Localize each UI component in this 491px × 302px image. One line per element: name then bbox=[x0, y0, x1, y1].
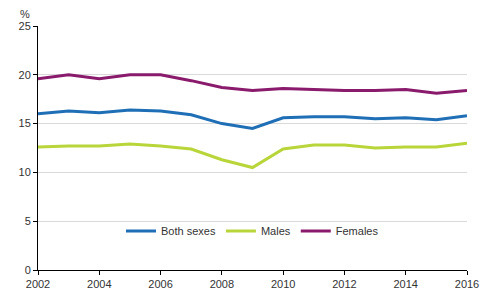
svg-text:2012: 2012 bbox=[332, 278, 356, 290]
svg-text:Both sexes: Both sexes bbox=[161, 225, 216, 237]
svg-text:2010: 2010 bbox=[271, 278, 295, 290]
svg-text:2006: 2006 bbox=[148, 278, 172, 290]
svg-text:15: 15 bbox=[19, 117, 31, 129]
svg-text:2002: 2002 bbox=[26, 278, 50, 290]
svg-text:5: 5 bbox=[25, 215, 31, 227]
svg-text:25: 25 bbox=[19, 20, 31, 32]
svg-text:10: 10 bbox=[19, 166, 31, 178]
svg-text:0: 0 bbox=[25, 264, 31, 276]
svg-text:%: % bbox=[20, 8, 30, 20]
svg-text:2016: 2016 bbox=[455, 278, 479, 290]
svg-text:2008: 2008 bbox=[210, 278, 234, 290]
svg-text:Females: Females bbox=[336, 225, 379, 237]
svg-text:Males: Males bbox=[261, 225, 291, 237]
svg-text:20: 20 bbox=[19, 69, 31, 81]
svg-text:2004: 2004 bbox=[87, 278, 111, 290]
svg-text:2014: 2014 bbox=[393, 278, 417, 290]
